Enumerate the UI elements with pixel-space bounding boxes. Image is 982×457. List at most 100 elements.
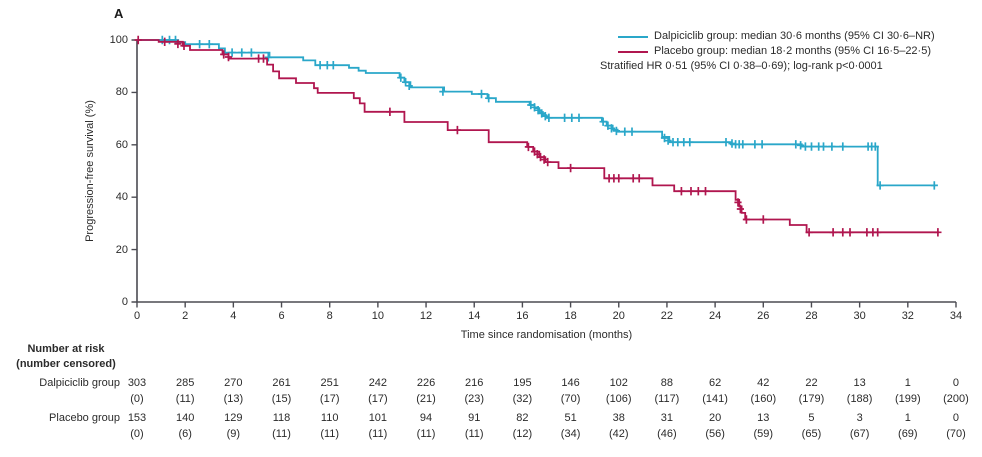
risk-censored-cell: (17) xyxy=(319,393,340,405)
x-tick-label: 0 xyxy=(133,310,141,322)
risk-censored-cell: (6) xyxy=(178,428,192,440)
x-tick-label: 12 xyxy=(419,310,433,322)
risk-censored-cell: (11) xyxy=(272,428,291,440)
risk-censored-cell: (42) xyxy=(608,428,629,440)
risk-censored-cell: (11) xyxy=(320,428,340,440)
risk-count-cell: 146 xyxy=(561,377,580,389)
risk-count-cell: 242 xyxy=(368,377,388,389)
risk-censored-cell: (141) xyxy=(702,393,728,405)
risk-count-cell: 42 xyxy=(757,377,770,389)
risk-censored-cell: (179) xyxy=(798,393,825,405)
dalpiciclib-censor-marks xyxy=(158,35,938,190)
placebo-line-swatch xyxy=(618,50,648,53)
risk-count-cell: 13 xyxy=(853,377,866,389)
risk-censored-cell: (11) xyxy=(464,428,484,440)
panel-label: A xyxy=(114,6,124,21)
x-tick-label: 8 xyxy=(326,310,333,322)
x-tick-label: 10 xyxy=(371,310,384,322)
risk-count-cell: 82 xyxy=(516,412,529,424)
risk-table-subtitle: (number censored) xyxy=(16,358,116,370)
risk-count-cell: 1 xyxy=(904,377,911,389)
risk-censored-cell: (17) xyxy=(368,393,388,405)
x-axis-title: Time since randomisation (months) xyxy=(460,329,633,341)
risk-count-cell: 22 xyxy=(805,377,818,389)
dalpiciclib-line-swatch xyxy=(618,35,648,38)
risk-count-cell: 0 xyxy=(952,377,960,389)
x-tick-label: 22 xyxy=(660,310,674,322)
legend-entry-dalpiciclib: Dalpiciclib group: median 30·6 months (9… xyxy=(600,29,935,44)
risk-censored-cell: (13) xyxy=(223,393,244,405)
risk-count-cell: 31 xyxy=(660,412,674,424)
risk-censored-cell: (0) xyxy=(130,393,144,405)
risk-censored-cell: (199) xyxy=(894,393,921,405)
risk-count-cell: 261 xyxy=(272,377,291,389)
risk-censored-cell: (11) xyxy=(368,428,388,440)
risk-count-cell: 195 xyxy=(513,377,532,389)
risk-censored-cell: (34) xyxy=(560,428,581,440)
risk-count-cell: 153 xyxy=(127,412,147,424)
dalpiciclib-curve xyxy=(137,39,936,187)
risk-count-cell: 5 xyxy=(808,412,815,424)
risk-censored-cell: (15) xyxy=(271,393,292,405)
risk-count-cell: 251 xyxy=(320,377,339,389)
risk-count-cell: 62 xyxy=(708,377,722,389)
x-tick-label: 20 xyxy=(612,310,625,322)
risk-row-label-placebo: Placebo group xyxy=(49,412,120,424)
risk-censored-cell: (67) xyxy=(849,428,870,440)
risk-count-cell: 38 xyxy=(612,412,625,424)
risk-censored-cell: (106) xyxy=(605,393,632,405)
y-tick-label: 0 xyxy=(121,296,128,308)
risk-count-cell: 285 xyxy=(175,377,195,389)
x-tick-label: 16 xyxy=(516,310,529,322)
risk-count-cell: 129 xyxy=(224,412,243,424)
risk-count-cell: 88 xyxy=(660,377,674,389)
risk-censored-cell: (12) xyxy=(512,428,533,440)
x-tick-label: 6 xyxy=(278,310,285,322)
risk-censored-cell: (56) xyxy=(705,428,725,440)
x-tick-label: 24 xyxy=(708,310,722,322)
risk-count-cell: 13 xyxy=(757,412,770,424)
risk-count-cell: 226 xyxy=(416,377,436,389)
risk-count-cell: 140 xyxy=(175,412,195,424)
x-tick-label: 34 xyxy=(949,310,963,322)
risk-censored-cell: (69) xyxy=(898,428,918,440)
risk-censored-cell: (160) xyxy=(750,393,777,405)
risk-count-cell: 3 xyxy=(856,412,863,424)
risk-count-cell: 216 xyxy=(465,377,484,389)
x-tick-label: 18 xyxy=(564,310,577,322)
risk-censored-cell: (11) xyxy=(175,393,195,405)
y-tick-label: 60 xyxy=(115,138,128,151)
x-tick-label: 32 xyxy=(901,310,914,322)
y-tick-label: 20 xyxy=(115,243,128,256)
risk-censored-cell: (65) xyxy=(801,428,822,440)
y-tick-label: 100 xyxy=(109,34,128,46)
legend: Dalpiciclib group: median 30·6 months (9… xyxy=(600,29,935,74)
risk-table-title: Number at risk xyxy=(27,343,105,355)
risk-count-cell: 102 xyxy=(609,377,628,389)
y-axis-title: Progression-free survival (%) xyxy=(84,100,96,242)
risk-censored-cell: (70) xyxy=(946,428,966,440)
risk-count-cell: 0 xyxy=(952,412,960,424)
risk-row-label-dalpiciclib: Dalpiciclib group xyxy=(39,377,120,389)
risk-count-cell: 51 xyxy=(564,412,577,424)
x-tick-label: 26 xyxy=(757,310,770,322)
risk-censored-cell: (59) xyxy=(753,428,774,440)
risk-censored-cell: (70) xyxy=(560,393,581,405)
risk-count-cell: 1 xyxy=(904,412,911,424)
y-tick-label: 80 xyxy=(115,86,128,99)
placebo-censor-marks xyxy=(134,35,942,237)
x-tick-label: 30 xyxy=(853,310,866,322)
axis-ticks xyxy=(131,39,957,308)
risk-count-cell: 110 xyxy=(320,412,339,424)
risk-censored-cell: (0) xyxy=(130,428,144,440)
x-tick-label: 14 xyxy=(468,310,481,322)
risk-censored-cell: (32) xyxy=(512,393,533,405)
legend-label-placebo: Placebo group: median 18·2 months (95% C… xyxy=(654,45,931,57)
legend-stratified-hr-note: Stratified HR 0·51 (95% CI 0·38–0·69); l… xyxy=(600,60,883,72)
legend-label-dalpiciclib: Dalpiciclib group: median 30·6 months (9… xyxy=(654,30,935,42)
x-tick-label: 28 xyxy=(805,310,818,322)
risk-count-cell: 118 xyxy=(272,412,291,424)
risk-count-cell: 270 xyxy=(224,377,243,389)
